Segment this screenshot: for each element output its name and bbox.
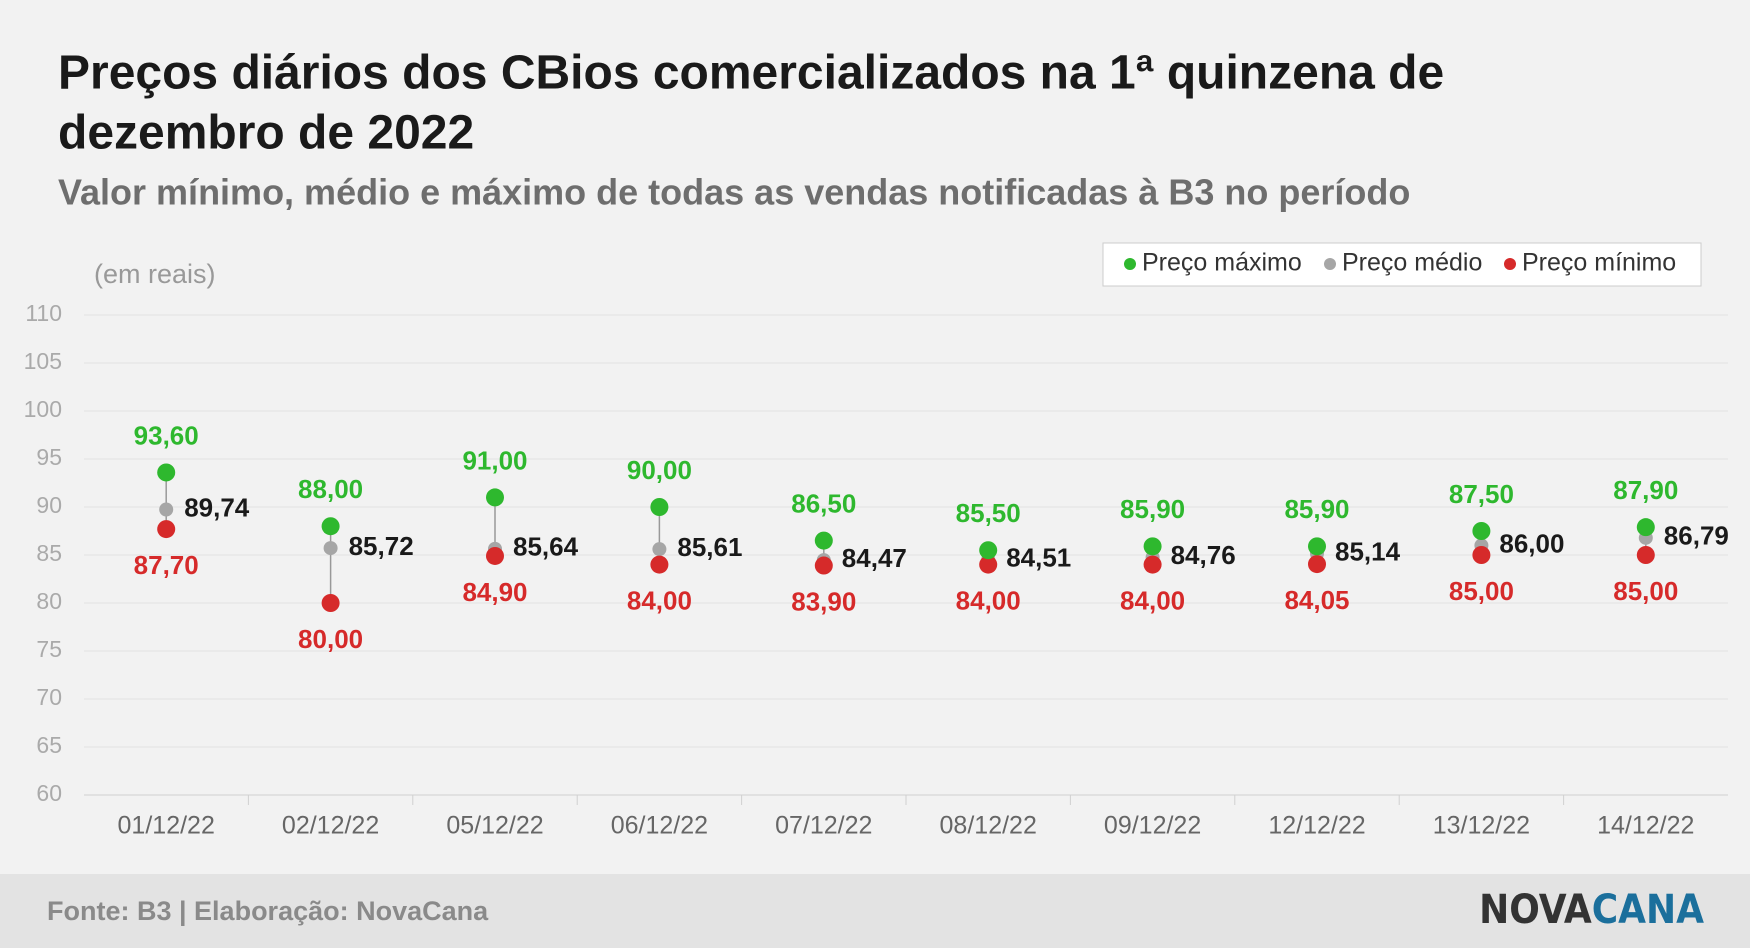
data-label: 86,00	[1499, 528, 1564, 558]
data-label: 85,64	[513, 532, 579, 562]
dot	[979, 541, 998, 560]
dot	[1472, 546, 1491, 564]
y-tick-label: 100	[24, 396, 62, 422]
y-axis-label: (em reais)	[94, 259, 216, 289]
dot	[157, 463, 176, 482]
dot	[159, 502, 174, 517]
data-label: 88,00	[298, 474, 363, 504]
dot	[814, 531, 833, 550]
data-label: 91,00	[462, 445, 527, 475]
data-label: 87,90	[1613, 475, 1678, 505]
source: Fonte: B3 | Elaboração: NovaCana	[47, 896, 489, 926]
y-tick-label: 65	[36, 732, 62, 758]
data-label: 85,14	[1335, 537, 1401, 567]
data-label: 84,76	[1171, 540, 1236, 570]
data-label: 87,50	[1449, 479, 1514, 509]
data-label: 85,00	[1613, 576, 1678, 606]
data-label: 85,50	[956, 498, 1021, 528]
data-label: 80,00	[298, 624, 363, 654]
y-tick-label: 60	[36, 780, 62, 806]
dot	[321, 594, 340, 612]
dot	[979, 555, 998, 574]
data-label: 93,60	[134, 420, 199, 450]
chart-title: Preços diários dos CBios comercializados…	[58, 47, 1444, 100]
x-tick-label: 01/12/22	[118, 812, 215, 840]
y-tick-label: 85	[36, 540, 62, 566]
logo-part: CANA	[1592, 887, 1704, 933]
dot	[1143, 537, 1162, 556]
data-label: 86,79	[1664, 521, 1729, 551]
dot	[157, 520, 176, 539]
y-tick-label: 105	[24, 348, 62, 374]
x-tick-label: 07/12/22	[775, 812, 872, 840]
legend-label: Preço médio	[1342, 249, 1482, 277]
dot	[323, 541, 338, 556]
legend-label: Preço máximo	[1142, 249, 1302, 277]
dot	[1308, 537, 1326, 556]
dot	[1636, 546, 1655, 564]
data-label: 85,61	[677, 532, 742, 562]
x-tick-label: 09/12/22	[1104, 812, 1201, 840]
data-label: 83,90	[791, 586, 856, 616]
dot	[1472, 522, 1491, 540]
data-label: 84,90	[462, 577, 527, 607]
data-label: 84,00	[956, 585, 1021, 615]
logo: NOVACANA	[1479, 887, 1704, 933]
dot	[1636, 518, 1655, 537]
y-tick-label: 90	[36, 492, 62, 518]
data-label: 90,00	[627, 455, 692, 485]
x-tick-label: 06/12/22	[611, 812, 708, 840]
data-label: 89,74	[184, 492, 250, 522]
legend-marker	[1324, 258, 1336, 270]
y-tick-label: 110	[25, 300, 62, 326]
chart-title: dezembro de 2022	[58, 107, 474, 160]
x-tick-label: 12/12/22	[1268, 812, 1365, 840]
dot	[814, 556, 833, 575]
data-label: 86,50	[791, 488, 856, 518]
chart-subtitle: Valor mínimo, médio e máximo de todas as…	[58, 172, 1410, 213]
x-tick-label: 02/12/22	[282, 812, 379, 840]
x-tick-label: 14/12/22	[1597, 812, 1694, 840]
data-label: 84,51	[1006, 543, 1071, 573]
data-label: 84,47	[842, 543, 907, 573]
dot	[1143, 555, 1162, 574]
legend-marker	[1504, 258, 1516, 270]
data-label: 84,05	[1284, 585, 1349, 615]
dot	[652, 542, 667, 557]
footer	[0, 874, 1750, 948]
x-tick-label: 08/12/22	[940, 812, 1037, 840]
legend-marker	[1124, 258, 1136, 270]
data-label: 85,00	[1449, 576, 1514, 606]
y-tick-label: 75	[36, 636, 62, 662]
x-tick-label: 13/12/22	[1433, 812, 1530, 840]
dot	[486, 488, 504, 507]
data-label: 87,70	[134, 550, 199, 580]
dot	[321, 517, 340, 536]
data-label: 85,90	[1284, 494, 1349, 524]
x-tick-label: 05/12/22	[446, 812, 543, 840]
dot	[486, 546, 504, 565]
data-label: 84,00	[627, 585, 692, 615]
dot	[650, 498, 669, 516]
data-label: 85,72	[349, 531, 414, 561]
legend-label: Preço mínimo	[1522, 249, 1676, 277]
data-label: 85,90	[1120, 494, 1185, 524]
dot	[1308, 555, 1326, 574]
data-label: 84,00	[1120, 585, 1185, 615]
dot	[650, 555, 669, 574]
legend-box	[1102, 242, 1702, 287]
logo-part: NOVA	[1479, 887, 1592, 933]
y-tick-label: 70	[36, 684, 62, 710]
y-tick-label: 95	[36, 444, 62, 470]
y-tick-label: 80	[36, 588, 62, 614]
